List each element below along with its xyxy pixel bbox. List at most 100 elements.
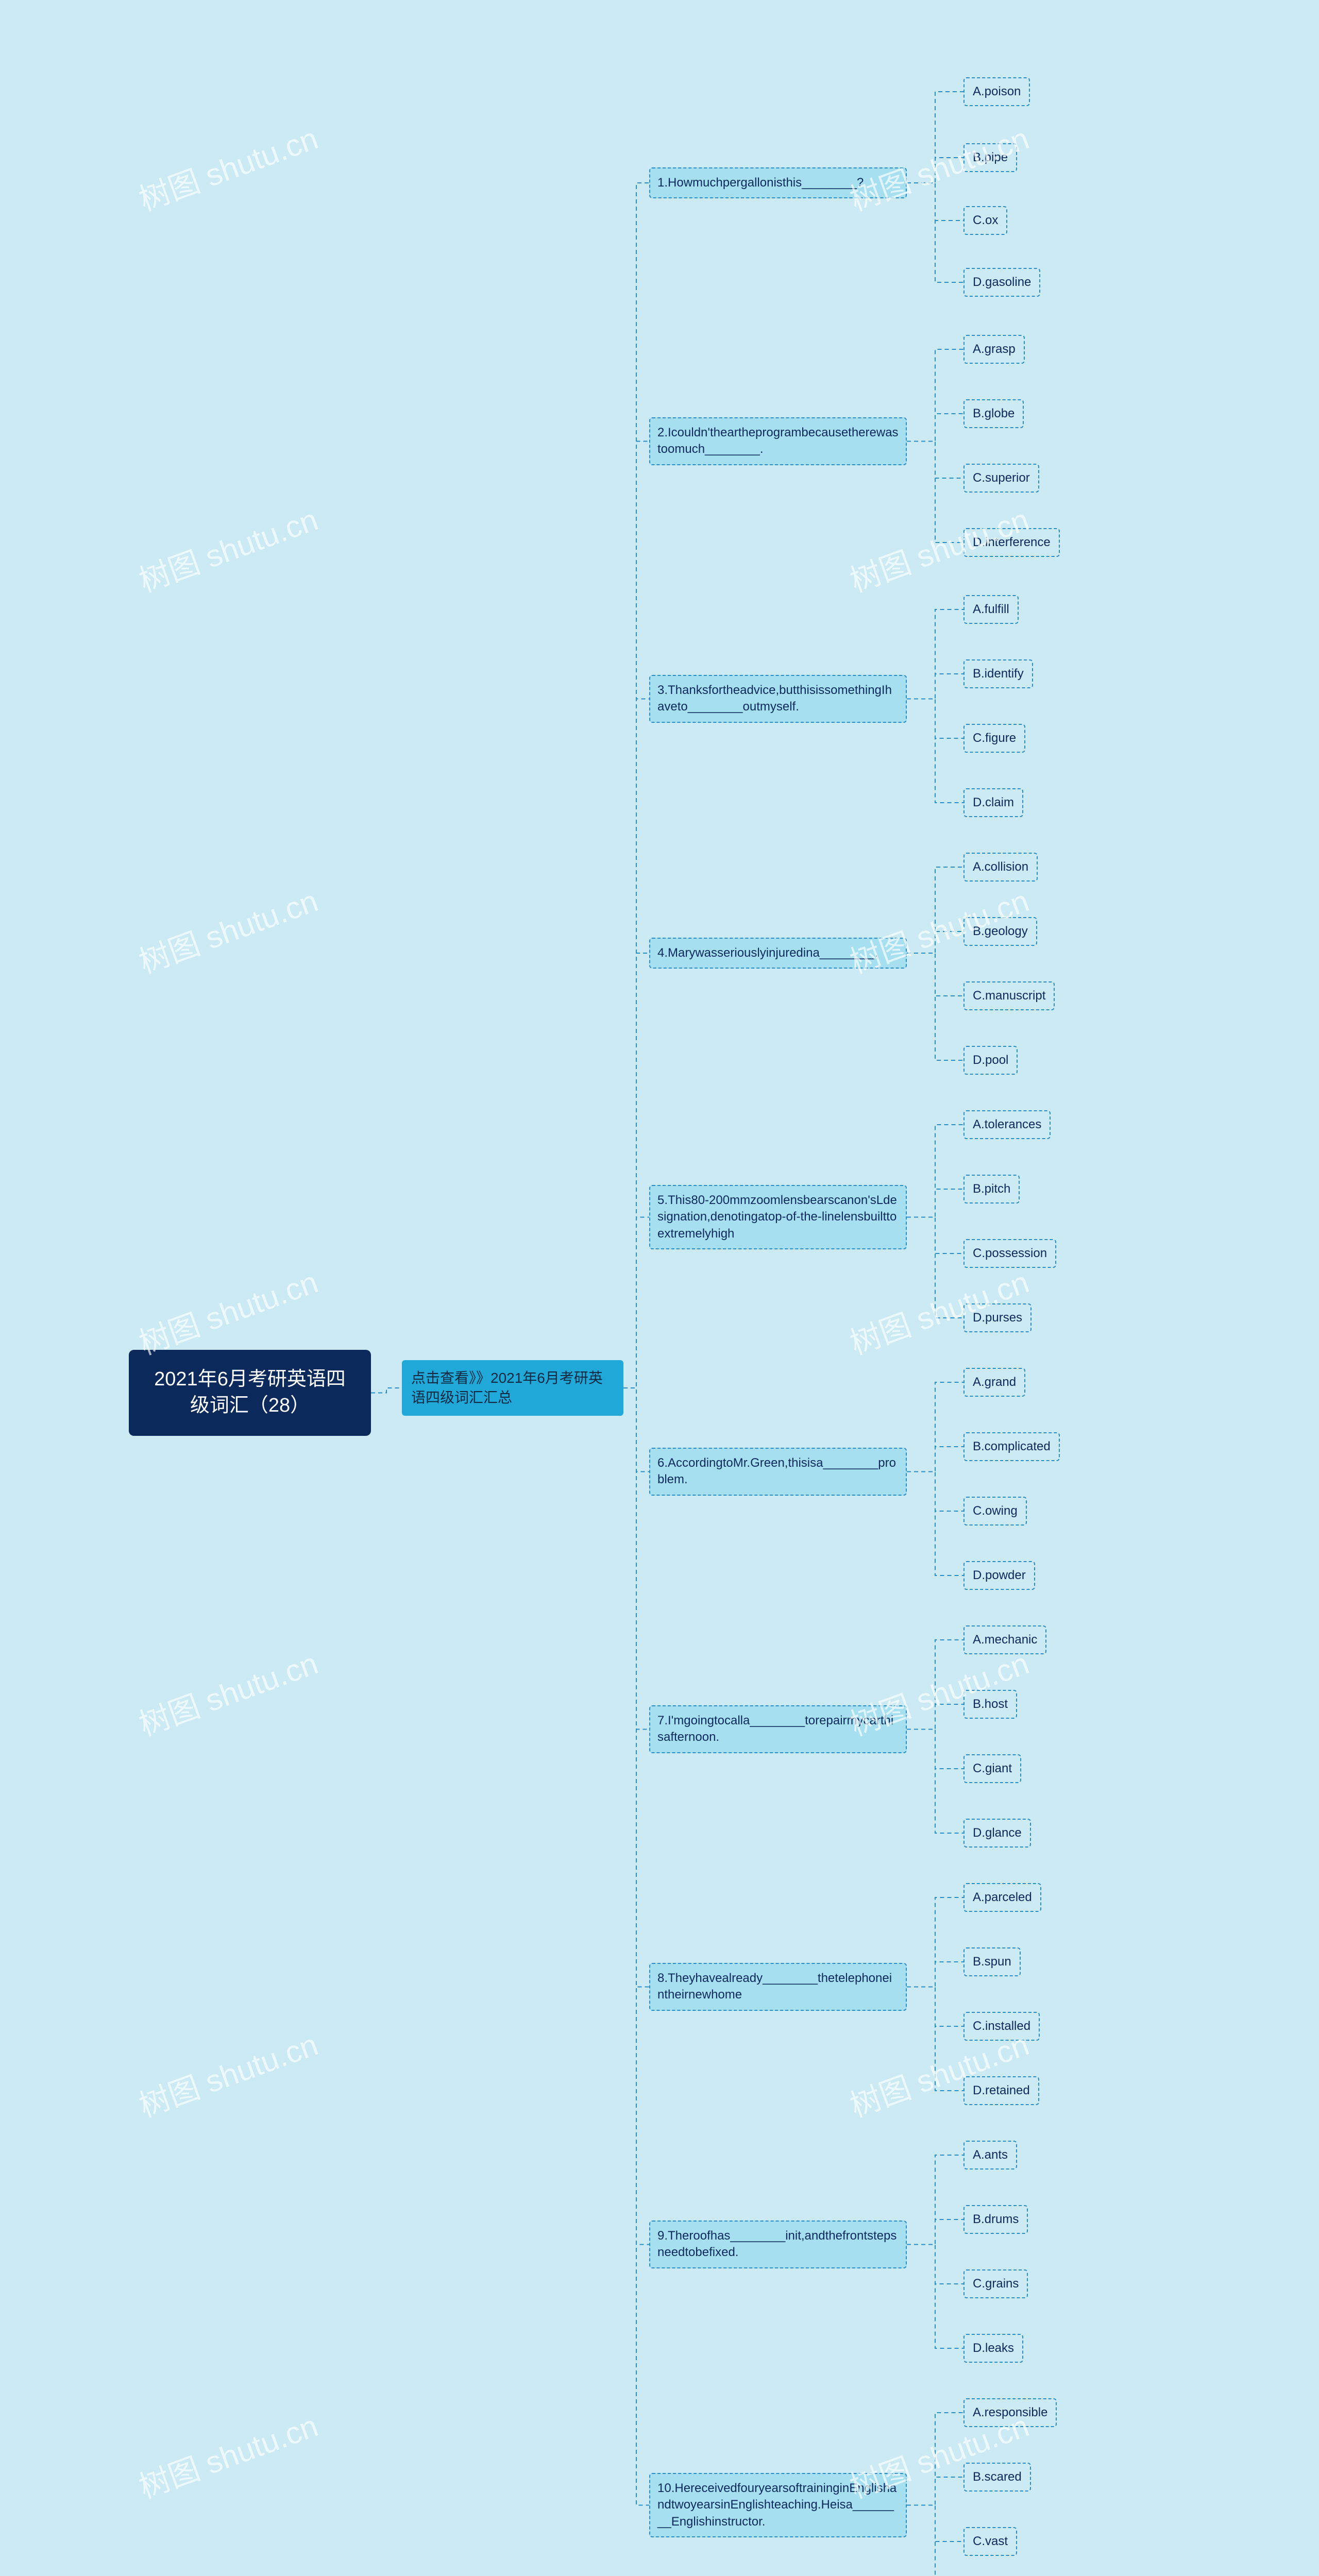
option-node: B.globe (963, 399, 1024, 428)
question-node: 2.Icouldn'theartheprogrambecausetherewas… (649, 417, 907, 465)
option-node: A.tolerances (963, 1110, 1051, 1139)
summary-link-node[interactable]: 点击查看》》2021年6月考研英语四级词汇汇总 (402, 1360, 623, 1416)
root-node: 2021年6月考研英语四级词汇（28） (129, 1350, 371, 1436)
question-node: 10.HereceivedfouryearsoftraininginEnglis… (649, 2473, 907, 2537)
question-label: 1.Howmuchpergallonisthis________? (657, 176, 864, 190)
question-label: 2.Icouldn'theartheprogrambecausetherewas… (657, 426, 899, 456)
option-label: D.leaks (973, 2341, 1014, 2355)
question-label: 5.This80-200mmzoomlensbearscanon'sLdesig… (657, 1193, 897, 1241)
summary-link-label: 点击查看》》2021年6月考研英语四级词汇汇总 (411, 1370, 603, 1405)
option-label: A.fulfill (973, 602, 1009, 616)
watermark: 树图 shutu.cn (132, 495, 323, 601)
watermark: 树图 shutu.cn (132, 2401, 323, 2507)
option-label: C.ox (973, 213, 998, 227)
option-label: D.glance (973, 1826, 1022, 1840)
option-label: A.collision (973, 860, 1028, 874)
option-label: B.spun (973, 1955, 1011, 1969)
connector-layer (0, 0, 1319, 2576)
option-node: C.superior (963, 464, 1039, 493)
option-node: D.purses (963, 1303, 1031, 1332)
option-node: C.giant (963, 1754, 1021, 1783)
option-label: A.poison (973, 84, 1021, 98)
watermark: 树图 shutu.cn (132, 113, 323, 219)
option-label: C.giant (973, 1761, 1012, 1775)
option-node: D.gasoline (963, 268, 1040, 297)
option-label: C.manuscript (973, 989, 1045, 1003)
option-node: C.figure (963, 724, 1025, 753)
option-node: C.manuscript (963, 981, 1055, 1010)
option-label: D.powder (973, 1568, 1026, 1582)
option-label: D.claim (973, 795, 1014, 809)
question-node: 1.Howmuchpergallonisthis________? (649, 167, 907, 198)
option-label: C.superior (973, 471, 1030, 485)
option-label: C.installed (973, 2019, 1030, 2033)
option-label: D.retained (973, 2083, 1030, 2097)
option-label: A.responsible (973, 2405, 1047, 2419)
question-label: 4.Marywasseriouslyinjuredina________. (657, 946, 878, 960)
question-label: 8.Theyhavealready________thetelephoneint… (657, 1971, 892, 2002)
option-node: B.host (963, 1690, 1017, 1719)
option-label: A.grand (973, 1375, 1016, 1389)
question-node: 4.Marywasseriouslyinjuredina________. (649, 938, 907, 969)
watermark: 树图 shutu.cn (132, 876, 323, 982)
option-node: A.mechanic (963, 1625, 1046, 1654)
option-label: C.possession (973, 1246, 1047, 1260)
option-node: B.identify (963, 659, 1033, 688)
question-label: 6.AccordingtoMr.Green,thisisa________pro… (657, 1456, 896, 1486)
option-node: B.scared (963, 2463, 1031, 2492)
option-node: A.parceled (963, 1883, 1041, 1912)
option-node: D.leaks (963, 2334, 1023, 2363)
option-node: A.responsible (963, 2398, 1057, 2427)
option-label: B.pipe (973, 150, 1008, 164)
watermark: 树图 shutu.cn (132, 1257, 323, 1363)
option-node: A.fulfill (963, 595, 1019, 624)
option-label: B.host (973, 1697, 1008, 1711)
question-node: 7.I'mgoingtocalla________torepairmycarth… (649, 1705, 907, 1753)
option-node: D.retained (963, 2076, 1039, 2105)
option-node: A.poison (963, 77, 1030, 106)
option-label: B.scared (973, 2470, 1022, 2484)
option-label: C.vast (973, 2534, 1008, 2548)
option-node: D.interference (963, 528, 1060, 557)
option-node: D.pool (963, 1046, 1018, 1075)
question-label: 9.Theroofhas________init,andthefrontstep… (657, 2229, 897, 2259)
option-node: A.ants (963, 2141, 1017, 2170)
option-node: D.claim (963, 788, 1023, 817)
question-label: 7.I'mgoingtocalla________torepairmycarth… (657, 1714, 893, 1744)
option-label: C.figure (973, 731, 1016, 745)
option-node: A.grand (963, 1368, 1025, 1397)
option-label: D.interference (973, 535, 1051, 549)
option-label: D.purses (973, 1311, 1022, 1325)
option-label: B.drums (973, 2212, 1019, 2226)
option-node: B.pitch (963, 1175, 1020, 1204)
question-node: 6.AccordingtoMr.Green,thisisa________pro… (649, 1448, 907, 1496)
option-node: D.glance (963, 1819, 1031, 1848)
option-node: B.drums (963, 2205, 1028, 2234)
option-label: A.tolerances (973, 1117, 1041, 1131)
option-node: A.collision (963, 853, 1038, 882)
option-node: C.ox (963, 206, 1007, 235)
option-label: A.mechanic (973, 1633, 1037, 1647)
watermark: 树图 shutu.cn (132, 1638, 323, 1744)
option-label: A.parceled (973, 1890, 1032, 1904)
option-node: B.pipe (963, 143, 1017, 172)
option-node: C.owing (963, 1497, 1027, 1526)
watermark: 树图 shutu.cn (132, 2020, 323, 2126)
question-label: 3.Thanksfortheadvice,butthisissomethingI… (657, 683, 892, 714)
root-label: 2021年6月考研英语四级词汇（28） (154, 1368, 346, 1416)
option-node: B.spun (963, 1947, 1021, 1976)
option-label: A.grasp (973, 342, 1016, 356)
option-node: C.vast (963, 2527, 1017, 2556)
option-label: B.identify (973, 667, 1024, 681)
question-node: 8.Theyhavealready________thetelephoneint… (649, 1963, 907, 2011)
option-label: D.gasoline (973, 275, 1031, 289)
option-label: B.complicated (973, 1439, 1051, 1453)
question-node: 5.This80-200mmzoomlensbearscanon'sLdesig… (649, 1185, 907, 1249)
option-node: B.complicated (963, 1432, 1060, 1461)
option-label: C.grains (973, 2277, 1019, 2291)
option-node: C.grains (963, 2269, 1028, 2298)
option-label: D.pool (973, 1053, 1008, 1067)
option-label: C.owing (973, 1504, 1018, 1518)
option-label: B.geology (973, 924, 1028, 938)
option-label: B.globe (973, 406, 1014, 420)
